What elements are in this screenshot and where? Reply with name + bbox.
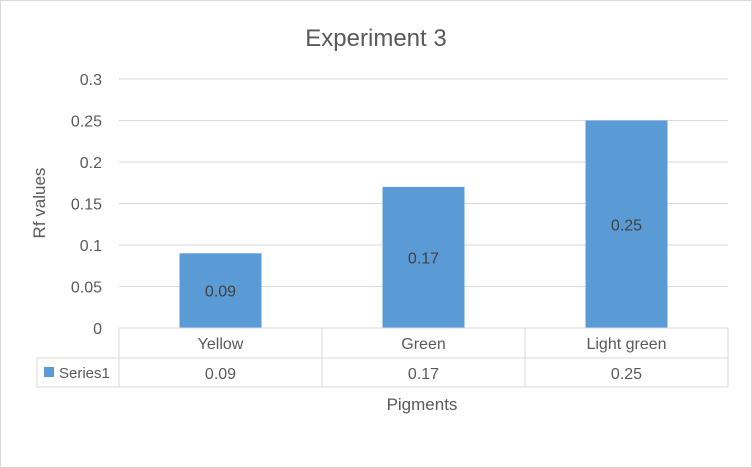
y-tick-label: 0.15 <box>71 197 102 214</box>
data-label: 0.17 <box>408 250 439 267</box>
y-axis-ticks: 0 0.05 0.1 0.15 0.2 0.25 0.3 <box>71 72 102 338</box>
bars <box>179 120 668 328</box>
data-label: 0.09 <box>205 284 236 301</box>
bar <box>585 120 668 328</box>
bar <box>179 253 262 328</box>
y-tick-label: 0.25 <box>71 114 102 131</box>
x-category-label: Yellow <box>198 336 244 353</box>
chart-title: Experiment 3 <box>305 25 446 52</box>
y-tick-label: 0.1 <box>80 238 102 255</box>
bar <box>382 186 465 328</box>
data-label: 0.25 <box>611 217 642 234</box>
y-tick-label: 0.2 <box>80 155 102 172</box>
x-axis-title: Pigments <box>387 395 458 414</box>
y-axis-title: Rf values <box>30 168 49 239</box>
y-tick-label: 0.3 <box>80 72 102 89</box>
data-labels: 0.09 0.17 0.25 <box>205 217 642 300</box>
y-tick-label: 0 <box>93 321 102 338</box>
x-category-label: Green <box>401 336 445 353</box>
x-category-label: Light green <box>586 336 666 353</box>
data-table: Yellow 0.09 Green 0.17 Light green 0.25 Series… <box>36 327 729 388</box>
table-cell-value: 0.17 <box>408 366 439 383</box>
legend-key-swatch <box>44 367 54 377</box>
table-cell-value: 0.09 <box>205 366 236 383</box>
legend-series-name: Series1 <box>59 365 110 382</box>
table-cell-value: 0.25 <box>611 366 642 383</box>
y-tick-label: 0.05 <box>71 280 102 297</box>
